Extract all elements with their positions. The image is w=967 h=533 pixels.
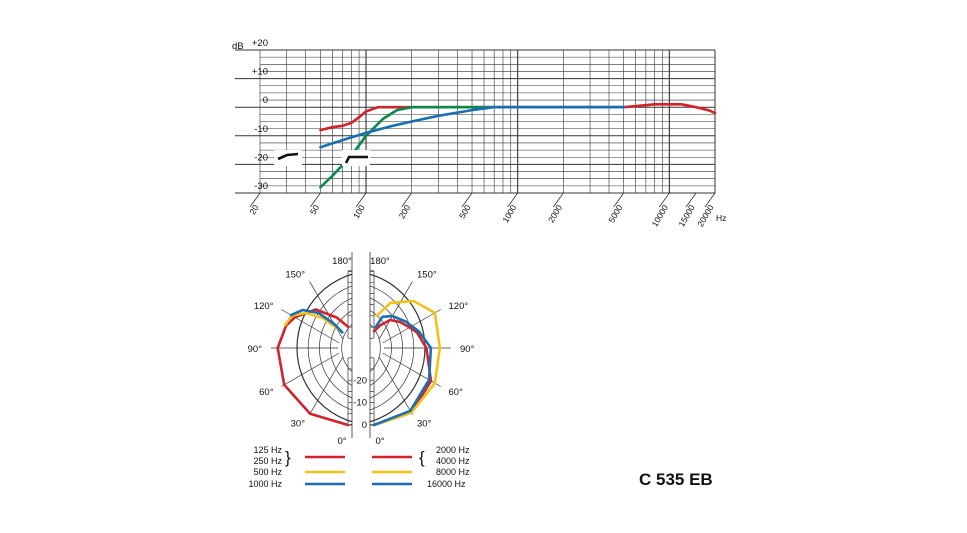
polar-angle-label: 90° xyxy=(460,344,475,355)
x-tick-mark xyxy=(249,192,261,208)
x-axis-unit-label: Hz xyxy=(716,213,726,223)
legend-brace-left: } xyxy=(285,448,291,467)
low-cut-filter-steep-icon xyxy=(342,150,370,166)
polar-angle-label: 90° xyxy=(248,344,263,355)
polar-angle-label: 120° xyxy=(449,301,469,312)
legend-label-500hz: 500 Hz xyxy=(253,467,282,477)
x-tick-mark xyxy=(310,192,321,208)
polar-pattern-chart: 180° 150° 120° 90° 60° 30° 0° 180° 150° 120° 90° 60… xyxy=(248,250,475,447)
polar-radius-label: 0 xyxy=(362,420,367,431)
y-tick-label: +10 xyxy=(252,67,268,78)
polar-angle-label: 120° xyxy=(254,301,274,312)
x-tick-mark xyxy=(401,192,412,208)
legend-label-125hz: 125 Hz xyxy=(253,445,282,455)
x-tick-label: 50 xyxy=(308,203,322,216)
legend-label-4000hz: 4000 Hz xyxy=(436,456,470,466)
x-tick-mark xyxy=(704,192,716,208)
x-tick-mark xyxy=(685,192,697,208)
legend-label-250hz: 250 Hz xyxy=(253,456,282,466)
polar-spoke xyxy=(378,281,413,340)
y-tick-label: -10 xyxy=(254,124,268,135)
polar-ring xyxy=(296,270,375,426)
frequency-series xyxy=(319,103,717,189)
polar-angle-label: 150° xyxy=(285,270,305,281)
x-tick-mark xyxy=(659,192,670,208)
x-tick-mark xyxy=(507,192,519,208)
y-tick-label: -30 xyxy=(254,181,268,192)
polar-angle-label: 180° xyxy=(332,256,352,267)
polar-angle-label: 60° xyxy=(449,387,464,398)
polar-angle-label: 0° xyxy=(375,436,384,447)
polar-divider xyxy=(352,250,370,440)
polar-angle-labels: 180° 150° 120° 90° 60° 30° 0° 180° 150° 120° 90° 60… xyxy=(248,256,475,447)
legend-label-2000hz: 2000 Hz xyxy=(436,445,470,455)
polar-angle-label: 30° xyxy=(291,419,306,430)
x-tick-label: 500 xyxy=(457,203,473,221)
y-axis-unit-label: dB xyxy=(232,41,244,52)
y-tick-label: +20 xyxy=(252,38,268,49)
polar-spoke xyxy=(281,352,340,387)
polar-series-right-3 xyxy=(372,314,433,427)
polar-angle-label: 150° xyxy=(417,270,437,281)
model-name: C 535 EB xyxy=(639,470,713,489)
polar-radius-labels: -20 -10 0 xyxy=(353,375,367,431)
x-tick-label: 20 xyxy=(247,203,261,216)
x-tick-label: 15000 xyxy=(676,203,697,229)
polar-radius-label: -10 xyxy=(353,398,367,409)
x-tick-label: 20000 xyxy=(695,203,716,229)
x-tick-label: 1000 xyxy=(500,203,518,225)
polar-spoke xyxy=(378,356,413,415)
x-tick-label: 5000 xyxy=(606,203,624,225)
polar-angle-label: 0° xyxy=(337,436,346,447)
low-cut-filter-icon xyxy=(274,150,302,166)
polar-ring xyxy=(318,292,375,404)
polar-angle-label: 60° xyxy=(259,387,274,398)
x-tick-mark xyxy=(553,192,564,208)
polar-angle-label: 30° xyxy=(417,419,432,430)
legend-brace-right: { xyxy=(419,448,425,467)
y-tick-label: -20 xyxy=(254,152,268,163)
y-tick-labels: +20 +10 0 -10 -20 -30 xyxy=(252,38,268,192)
x-tick-label: 200 xyxy=(397,203,413,221)
x-tick-mark xyxy=(613,192,625,208)
x-tick-mark xyxy=(461,192,473,208)
frequency-grid xyxy=(235,49,716,208)
x-tick-mark xyxy=(355,192,367,208)
polar-spoke xyxy=(309,356,344,415)
polar-series-right-2 xyxy=(372,299,442,427)
polar-series-left-3 xyxy=(289,308,344,334)
x-tick-label: 2000 xyxy=(546,203,564,225)
legend-label-1000hz: 1000 Hz xyxy=(248,479,282,489)
polar-radius-label: -20 xyxy=(353,375,367,386)
legend-label-8000hz: 8000 Hz xyxy=(436,467,470,477)
frequency-series-line-3 xyxy=(319,105,626,149)
polar-series xyxy=(276,250,442,440)
x-tick-label: 10000 xyxy=(650,203,671,229)
polar-angle-label: 180° xyxy=(370,256,390,267)
y-tick-label: 0 xyxy=(263,95,268,106)
polar-legend: 125 Hz 250 Hz 500 Hz 1000 Hz } { 2000 Hz… xyxy=(248,445,470,489)
polar-series-right-1 xyxy=(372,318,433,427)
legend-label-16000hz: 16000 Hz xyxy=(427,479,466,489)
x-tick-label: 100 xyxy=(351,203,367,221)
frequency-response-chart: dB +20 +10 0 -10 -20 -30 20 50 100 200 500 1000 200… xyxy=(232,38,726,228)
